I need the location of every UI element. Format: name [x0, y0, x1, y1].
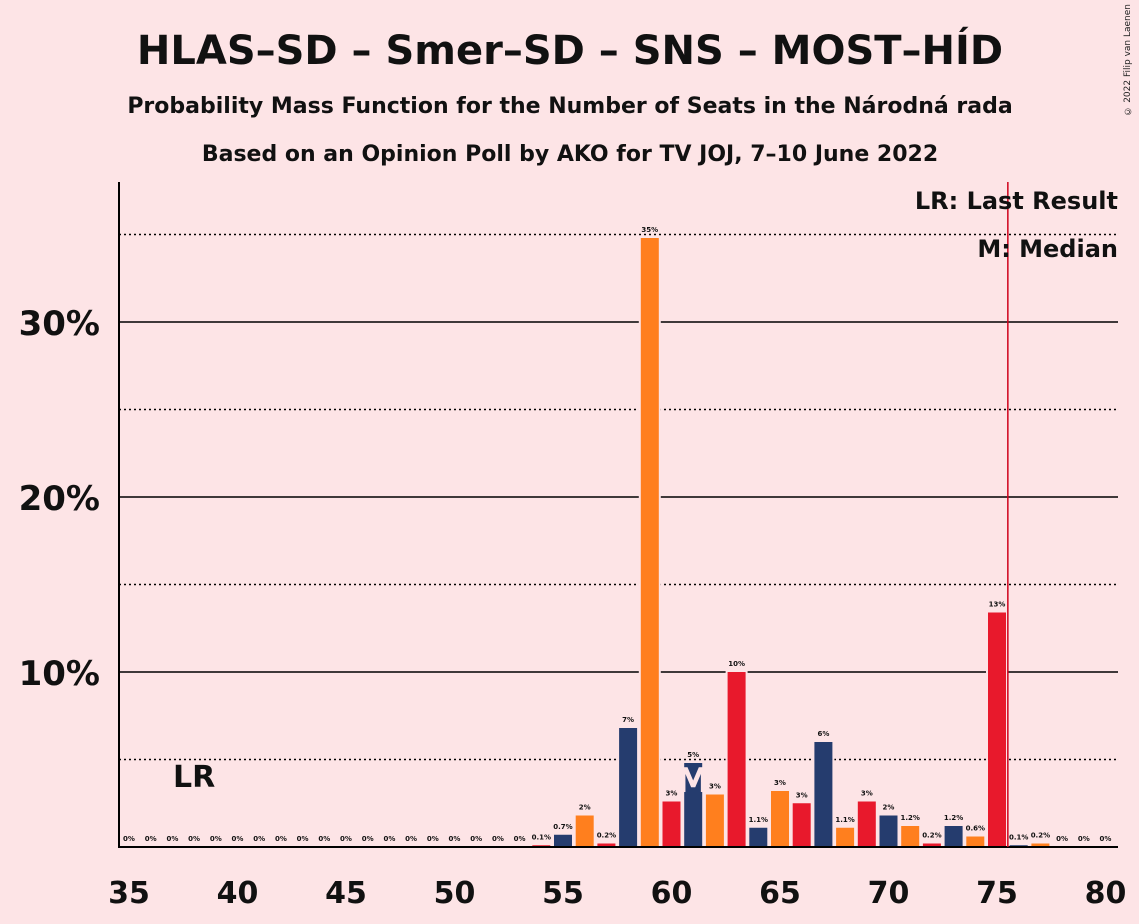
- bar-data-label: 0%: [340, 835, 352, 843]
- x-tick-label: 60: [651, 876, 693, 911]
- bar: [705, 794, 724, 847]
- y-tick-label: 20%: [19, 479, 100, 519]
- bar-data-label: 0%: [405, 835, 417, 843]
- bar-data-label: 7%: [622, 716, 634, 724]
- bar-data-label: 0.6%: [966, 825, 985, 833]
- chart-title: HLAS–SD – Smer–SD – SNS – MOST–HÍD: [137, 26, 1003, 74]
- bar-data-label: 0.2%: [597, 832, 616, 840]
- bar: [662, 801, 681, 847]
- bar-data-label: 0%: [318, 835, 330, 843]
- chart-subtitle-2: Based on an Opinion Poll by AKO for TV J…: [202, 142, 938, 167]
- bar-data-label: 0%: [1078, 835, 1090, 843]
- bar-halo: [530, 843, 553, 847]
- y-tick-label: 30%: [19, 304, 100, 344]
- bar-data-label: 0%: [253, 835, 265, 843]
- bar-data-label: 0%: [275, 835, 287, 843]
- bar-data-label: 0.1%: [1009, 833, 1028, 841]
- bar-data-label: 3%: [861, 790, 873, 798]
- bar: [901, 826, 920, 847]
- bar-data-label: 10%: [728, 660, 745, 668]
- x-tick-label: 70: [868, 876, 910, 911]
- bar: [857, 801, 876, 847]
- legend-median: M: Median: [977, 235, 1118, 263]
- bar: [792, 803, 811, 847]
- bar-data-label: 13%: [989, 601, 1006, 609]
- bar: [922, 843, 941, 847]
- bar: [619, 728, 638, 847]
- x-tick-label: 75: [976, 876, 1018, 911]
- bar-data-label: 1.2%: [900, 814, 919, 822]
- bar-data-label: 0%: [1100, 835, 1112, 843]
- bar-data-label: 0%: [449, 835, 461, 843]
- x-tick-label: 45: [325, 876, 367, 911]
- bar: [771, 791, 789, 847]
- markers: LR M: [173, 182, 1009, 847]
- bar-data-label: 3%: [709, 783, 721, 791]
- bar: [575, 815, 594, 847]
- bar: [836, 827, 855, 847]
- bar-data-label: 5%: [687, 751, 699, 759]
- grid-lines: [119, 233, 1118, 761]
- bar-data-label: 6%: [817, 730, 829, 738]
- bar-data-label: 0.2%: [1031, 832, 1050, 840]
- bar: [879, 815, 898, 847]
- bar-data-label: 0%: [123, 835, 135, 843]
- bar-data-label: 0%: [492, 835, 504, 843]
- x-tick-label: 65: [759, 876, 801, 911]
- bar: [554, 834, 572, 847]
- bar: [988, 612, 1006, 847]
- bar-data-label: 0%: [470, 835, 482, 843]
- bar: [966, 836, 985, 847]
- bar-data-label: 0%: [427, 835, 439, 843]
- bar-data-label: 1.1%: [835, 816, 854, 824]
- bar-data-label: 1.1%: [749, 816, 768, 824]
- bar-data-label: 0%: [145, 835, 157, 843]
- bar-data-label: 0%: [297, 835, 309, 843]
- bar-data-label: 2%: [883, 804, 895, 812]
- bar-data-label: 35%: [641, 226, 658, 234]
- y-tick-label: 10%: [19, 654, 100, 694]
- bar-data-label: 3%: [666, 790, 678, 798]
- bar-data-label: 0.1%: [532, 833, 551, 841]
- bar: [944, 826, 963, 847]
- axes: 35 40 45 50 55 60 65 70 75 80 10% 20% 30%: [19, 182, 1127, 911]
- bar-data-label: 0%: [188, 835, 200, 843]
- x-tick-label: 80: [1085, 876, 1127, 911]
- bar-data-label: 2%: [579, 804, 591, 812]
- bar-labels: 0% 0% 0% 0% 0% 0% 0% 0% 0% 0% 0% 0% 0% 0% 0% 0% 0% 0% 0% 0.…: [123, 226, 1111, 843]
- bar-data-label: 3%: [774, 779, 786, 787]
- bar-data-label: 0%: [362, 835, 374, 843]
- x-tick-label: 40: [217, 876, 259, 911]
- bar: [727, 672, 746, 847]
- bars: [530, 236, 1052, 847]
- copyright-notice: © 2022 Filip van Laenen: [1123, 4, 1133, 116]
- legend-last-result: LR: Last Result: [915, 187, 1118, 215]
- bar-data-label: 3%: [796, 791, 808, 799]
- x-tick-label: 50: [434, 876, 476, 911]
- bar: [640, 238, 659, 847]
- bar-data-label: 0%: [166, 835, 178, 843]
- x-tick-label: 35: [108, 876, 150, 911]
- bar: [814, 742, 833, 847]
- bar-data-label: 0.2%: [922, 832, 941, 840]
- bar-halo: [1007, 843, 1030, 847]
- bar-data-label: 0%: [210, 835, 222, 843]
- bar-data-label: 1.2%: [944, 814, 963, 822]
- bar: [597, 843, 616, 847]
- median-marker: M: [676, 761, 710, 801]
- bar-data-label: 0%: [514, 835, 526, 843]
- bar-data-label: 0%: [232, 835, 244, 843]
- last-result-marker: LR: [173, 760, 215, 795]
- bar: [684, 763, 703, 847]
- bar-data-label: 0.7%: [553, 823, 572, 831]
- bar-data-label: 0%: [1056, 835, 1068, 843]
- bar: [1031, 843, 1050, 847]
- bar-data-label: 0%: [383, 835, 395, 843]
- chart-subtitle-1: Probability Mass Function for the Number…: [127, 94, 1012, 119]
- bar: [749, 827, 768, 847]
- x-tick-label: 55: [542, 876, 584, 911]
